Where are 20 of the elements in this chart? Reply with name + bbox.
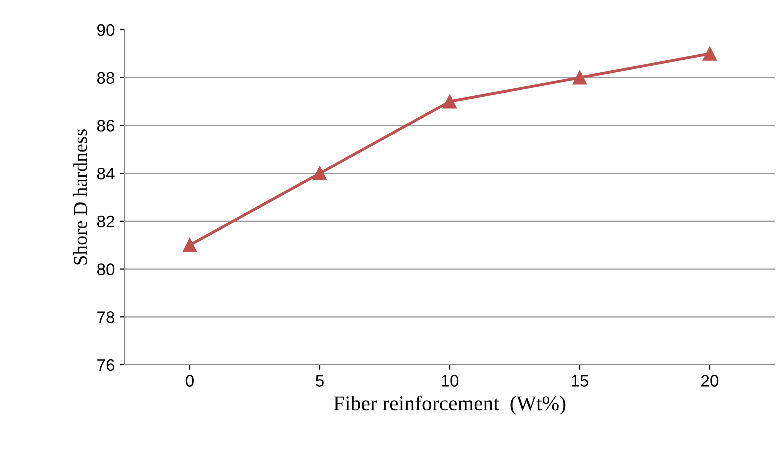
point <box>443 94 457 109</box>
point <box>183 238 197 252</box>
x-tick-label: 10 <box>442 375 459 387</box>
y-tick-label: 80 <box>97 264 115 276</box>
x-axis-title: Fiber reinforcement (Wt%) <box>334 396 566 415</box>
point <box>573 70 587 85</box>
y-tick-label: 84 <box>97 168 115 180</box>
y-tick-label: 78 <box>98 312 115 324</box>
y-tick-label: 88 <box>97 72 115 84</box>
y-tick-label: 82 <box>97 216 114 228</box>
y-tick-label: 76 <box>98 359 115 372</box>
point <box>313 166 327 181</box>
y-axis-title: Shore D hardness <box>74 130 88 265</box>
y-tick-label: 86 <box>97 120 115 132</box>
x-tick-label: 15 <box>572 375 589 387</box>
x-tick-label: 20 <box>702 375 719 387</box>
x-tick-label: 5 <box>316 375 324 387</box>
x-tick-label: 0 <box>186 375 194 387</box>
y-tick-label: 90 <box>98 24 115 36</box>
point <box>703 46 717 61</box>
